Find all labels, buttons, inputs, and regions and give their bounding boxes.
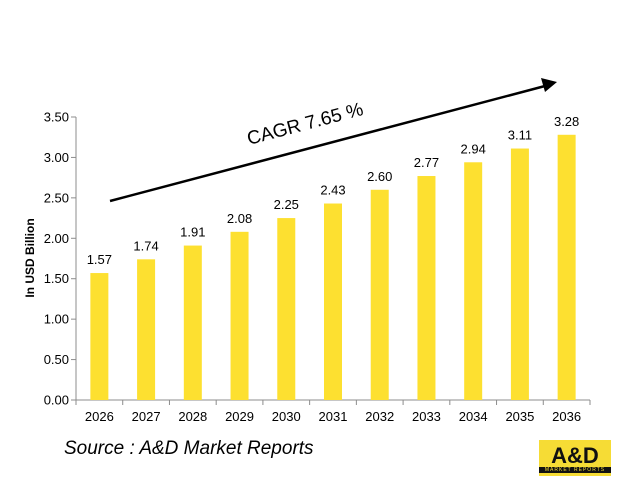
x-tick-label: 2030 bbox=[272, 409, 301, 424]
x-tick-label: 2036 bbox=[552, 409, 581, 424]
y-tick-label: 3.50 bbox=[44, 110, 69, 125]
y-tick-label: 3.00 bbox=[44, 150, 69, 165]
x-tick-label: 2032 bbox=[365, 409, 394, 424]
data-label: 1.57 bbox=[87, 252, 112, 267]
data-label: 2.94 bbox=[461, 141, 486, 156]
data-label: 3.28 bbox=[554, 114, 579, 129]
y-tick-label: 1.50 bbox=[44, 271, 69, 286]
y-tick-label: 0.00 bbox=[44, 393, 69, 408]
logo-text: A&D bbox=[551, 443, 599, 468]
source-caption: Source : A&D Market Reports bbox=[64, 438, 314, 459]
bar bbox=[370, 189, 389, 400]
bar bbox=[557, 134, 576, 400]
bar bbox=[417, 176, 436, 400]
data-label: 1.74 bbox=[133, 238, 158, 253]
bar bbox=[324, 203, 342, 400]
cagr-arrow-head bbox=[541, 78, 557, 92]
logo-subtext: MARKET REPORTS bbox=[539, 467, 611, 473]
data-label: 2.08 bbox=[227, 211, 252, 226]
y-axis: 0.00 0.50 1.00 1.50 2.00 2.50 3.00 3.50 bbox=[44, 110, 77, 408]
bar bbox=[90, 273, 109, 400]
x-axis: 2026 2027 2028 2029 2030 2031 2032 2033 2034 2035… bbox=[75, 399, 591, 424]
y-tick-label: 1.00 bbox=[44, 312, 69, 327]
x-tick-label: 2031 bbox=[319, 409, 348, 424]
bars bbox=[90, 134, 576, 400]
y-tick-label: 0.50 bbox=[44, 352, 69, 367]
data-label: 2.43 bbox=[320, 183, 345, 198]
bar bbox=[277, 218, 296, 400]
x-tick-label: 2026 bbox=[85, 409, 114, 424]
company-logo: A&D MARKET REPORTS bbox=[539, 440, 611, 476]
x-tick-label: 2029 bbox=[225, 409, 254, 424]
bar bbox=[464, 162, 483, 400]
data-labels: 1.57 1.74 1.91 2.08 2.25 2.43 2.60 2.77 2.94 3.11… bbox=[87, 114, 580, 267]
data-label: 2.77 bbox=[414, 155, 439, 170]
data-label: 3.11 bbox=[508, 128, 532, 143]
cagr-label: CAGR 7.65 % bbox=[245, 99, 366, 150]
x-tick-label: 2035 bbox=[505, 409, 534, 424]
bar bbox=[183, 245, 202, 400]
x-tick-label: 2028 bbox=[178, 409, 207, 424]
y-tick-label: 2.50 bbox=[44, 190, 69, 205]
x-tick-label: 2033 bbox=[412, 409, 441, 424]
data-label: 2.60 bbox=[367, 169, 392, 184]
cagr-arrow-line bbox=[109, 84, 546, 203]
data-label: 1.91 bbox=[180, 225, 205, 240]
y-tick-label: 2.00 bbox=[44, 231, 69, 246]
x-tick-label: 2027 bbox=[132, 409, 161, 424]
bar bbox=[230, 231, 249, 400]
data-label: 2.25 bbox=[274, 197, 299, 212]
bar bbox=[510, 148, 529, 400]
bar bbox=[137, 259, 156, 400]
y-axis-title: In USD Billion bbox=[23, 218, 37, 297]
x-tick-label: 2034 bbox=[459, 409, 488, 424]
